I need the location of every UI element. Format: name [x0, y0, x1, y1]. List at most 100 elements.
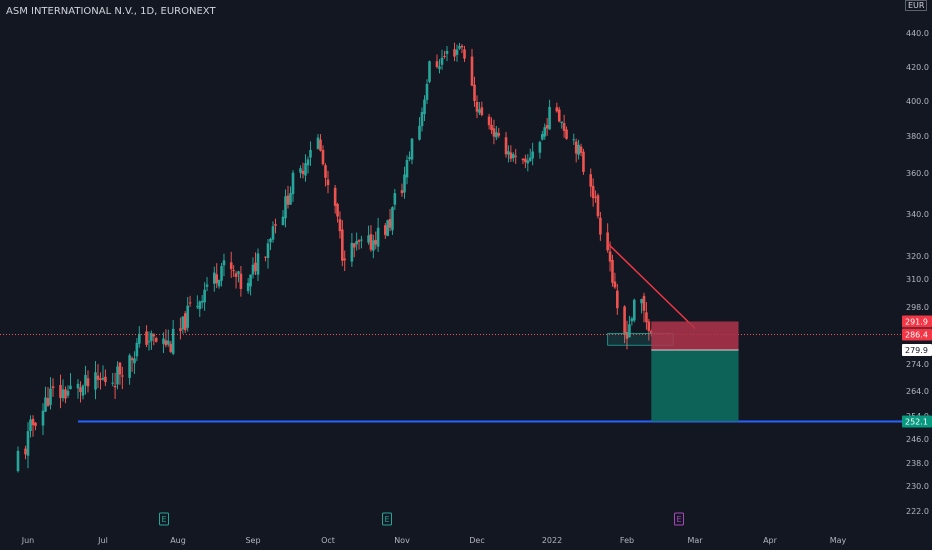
candle-body [316, 137, 320, 149]
candle-body [445, 50, 449, 54]
y-tick-label: 400.0 [906, 97, 929, 106]
candle-body [46, 398, 50, 406]
earnings-marker[interactable] [382, 512, 392, 526]
candle-body [541, 134, 544, 140]
candle-body [171, 328, 175, 354]
candle-body [239, 273, 243, 289]
candle-body [256, 253, 260, 275]
candle-body [497, 133, 501, 136]
y-tick-label: 274.0 [906, 360, 929, 369]
candle-body [29, 419, 32, 432]
candle-body [196, 306, 199, 308]
candle-body [565, 129, 568, 139]
candle-body [246, 282, 250, 292]
candle-body [301, 170, 305, 175]
candle-body [51, 386, 55, 389]
y-tick-label: 340.0 [906, 210, 929, 219]
candle-body [150, 333, 153, 342]
candle-body [81, 385, 85, 396]
candle-body [130, 358, 134, 361]
y-tick-label: 380.0 [906, 132, 929, 141]
candle-body [179, 328, 182, 331]
candle-body [460, 45, 464, 48]
earnings-marker[interactable] [159, 512, 169, 526]
candle-body [642, 295, 646, 311]
candle-body [630, 318, 634, 322]
trend-line[interactable] [607, 242, 696, 329]
candle-body [162, 338, 165, 344]
candle-body [118, 362, 122, 375]
candles-layer [16, 42, 653, 473]
y-tick-label: 440.0 [906, 29, 929, 38]
y-tick-label: 264.0 [906, 387, 929, 396]
candle-body [545, 125, 549, 129]
candle-body [167, 340, 170, 345]
candle-body [408, 157, 411, 160]
candle-body [393, 193, 397, 205]
earnings-marker[interactable] [674, 512, 684, 526]
candle-body [599, 217, 602, 235]
x-tick-label: Dec [469, 536, 484, 545]
candle-body [215, 274, 219, 284]
candle-body [388, 219, 392, 228]
candle-body [251, 264, 255, 275]
drawings-layer[interactable] [0, 242, 902, 423]
candle-body [249, 274, 252, 287]
candle-body [350, 242, 354, 262]
candle-body [99, 378, 102, 380]
candle-body [538, 142, 542, 153]
candle-body [514, 155, 518, 157]
candle-body [579, 146, 583, 153]
y-tick-label: 320.0 [906, 252, 929, 261]
price-tag [902, 315, 932, 328]
target-zone[interactable] [651, 349, 739, 422]
stop-loss-zone[interactable] [651, 321, 739, 350]
candle-body [376, 227, 380, 247]
candle-body [511, 154, 515, 159]
candle-body [425, 83, 429, 100]
x-tick-label: Nov [394, 536, 410, 545]
candle-body [369, 234, 373, 250]
candle-body [478, 109, 481, 113]
candle-body [418, 125, 421, 140]
candle-body [374, 239, 378, 245]
candle-body [400, 190, 404, 194]
candle-body [423, 99, 426, 115]
candle-body [34, 422, 37, 426]
candle-body [205, 284, 209, 287]
x-tick-label: 2022 [542, 536, 562, 545]
candle-body [222, 260, 226, 266]
candle-body [212, 272, 216, 284]
candle-body [84, 375, 87, 386]
axes-layer: 440.0 420.0 400.0 380.0 360.0 340.0 320.0 310.0… [21, 29, 932, 545]
candle-body [44, 397, 47, 412]
candle-body [582, 151, 585, 172]
candle-body [16, 450, 20, 472]
candle-body [647, 321, 651, 332]
candle-body [198, 301, 202, 310]
candle-body [111, 382, 114, 384]
candle-body [616, 290, 619, 309]
candle-body [357, 240, 361, 242]
candle-body [326, 179, 330, 186]
candle-body [625, 332, 629, 339]
x-tick-label: Aug [170, 536, 186, 545]
candle-body [237, 271, 240, 274]
candle-body [164, 340, 168, 346]
candle-body [504, 137, 508, 155]
candle-body [232, 270, 235, 272]
candle-body [386, 220, 389, 237]
candle-body [589, 174, 593, 187]
candle-body [133, 358, 136, 364]
candle-body [645, 312, 648, 323]
candle-body [116, 366, 119, 385]
currency-badge[interactable]: EUR [905, 0, 928, 11]
candle-body [435, 61, 439, 67]
candle-body [572, 139, 576, 141]
candle-body [640, 299, 643, 304]
candle-body [403, 174, 406, 193]
candle-body [611, 259, 614, 283]
candle-body [188, 302, 192, 304]
candle-body [286, 195, 290, 205]
